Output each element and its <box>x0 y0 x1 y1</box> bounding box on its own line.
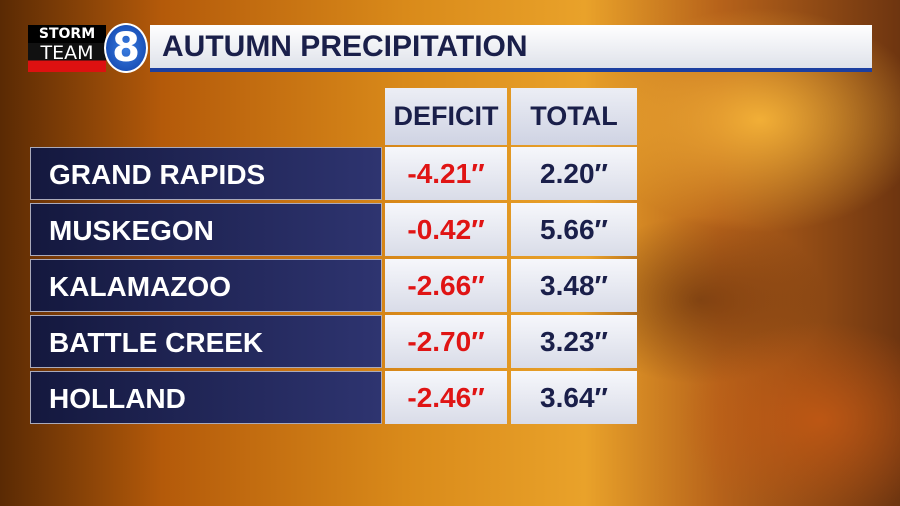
column-header: DEFICIT <box>385 88 507 145</box>
deficit-cell: -0.42″ <box>385 203 507 256</box>
city-name: KALAMAZOO <box>30 259 382 312</box>
total-cell: 5.66″ <box>511 203 637 256</box>
logo-number: 8 <box>104 23 148 73</box>
logo-bottom: TEAM <box>28 43 106 72</box>
deficit-cell: -2.70″ <box>385 315 507 368</box>
deficit-cell: -2.46″ <box>385 371 507 424</box>
deficit-cell: -4.21″ <box>385 147 507 200</box>
deficit-cell: -2.66″ <box>385 259 507 312</box>
city-name: GRAND RAPIDS <box>30 147 382 200</box>
column-header: TOTAL <box>511 88 637 145</box>
title: AUTUMN PRECIPITATION <box>150 25 872 72</box>
city-name: HOLLAND <box>30 371 382 424</box>
city-name: MUSKEGON <box>30 203 382 256</box>
logo-top: STORM <box>28 25 106 43</box>
total-cell: 3.48″ <box>511 259 637 312</box>
total-cell: 2.20″ <box>511 147 637 200</box>
city-name: BATTLE CREEK <box>30 315 382 368</box>
total-cell: 3.23″ <box>511 315 637 368</box>
total-cell: 3.64″ <box>511 371 637 424</box>
